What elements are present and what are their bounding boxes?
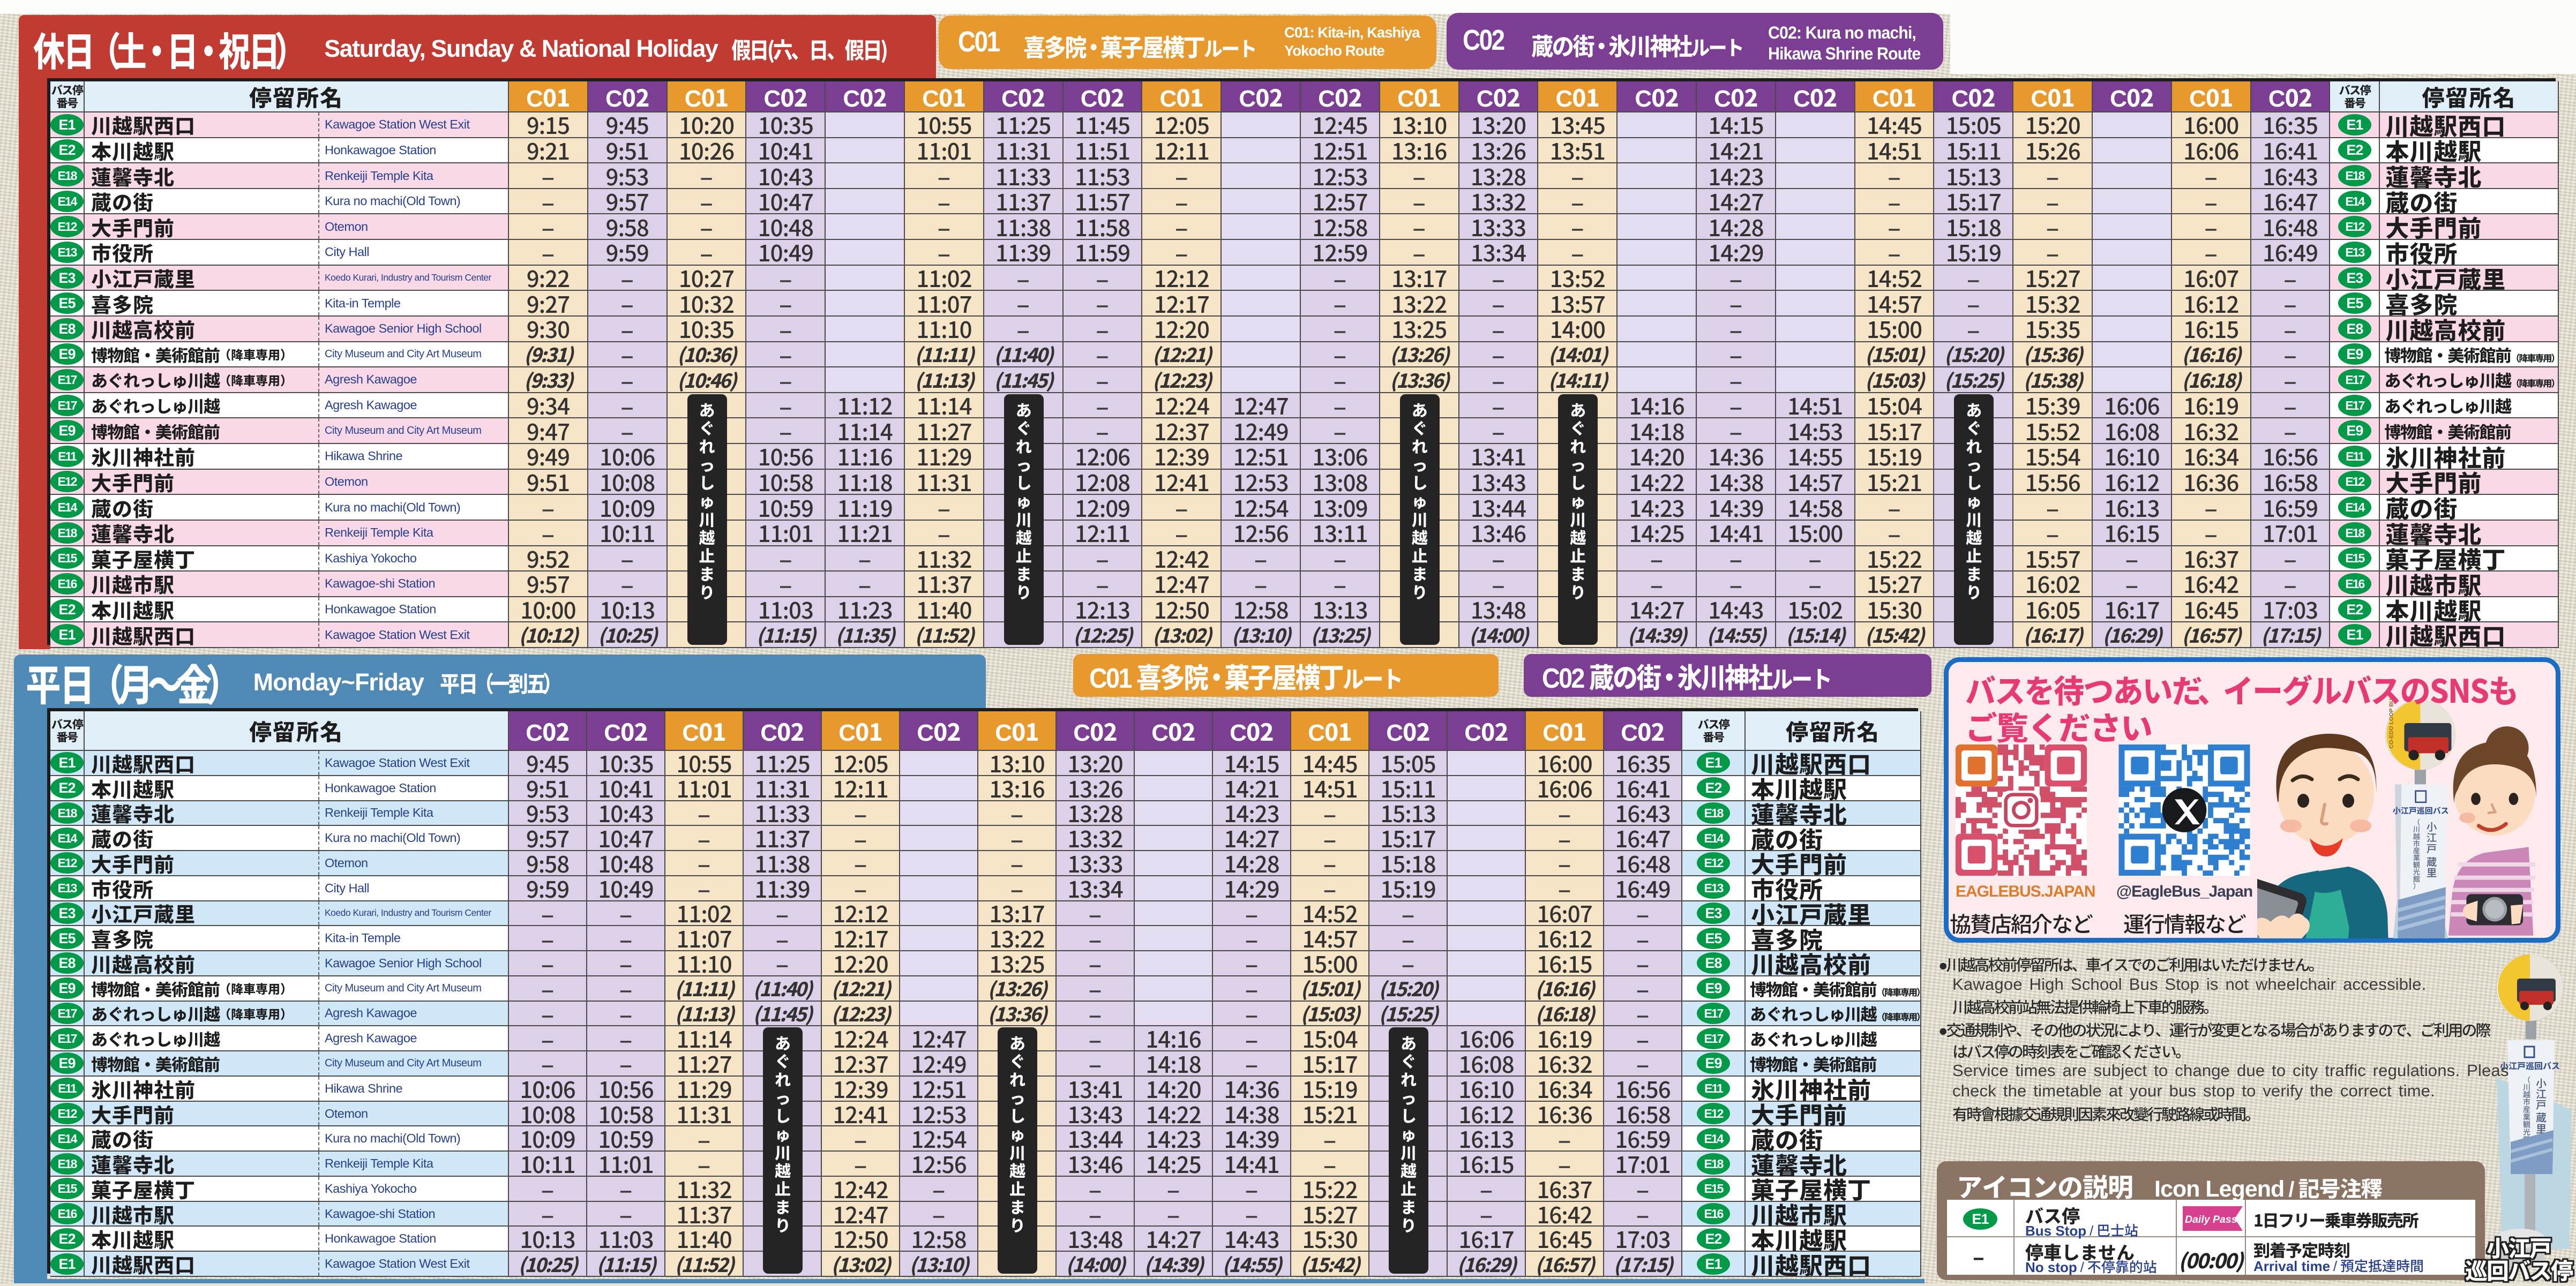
- svg-text:小江戸 蔵里: 小江戸 蔵里: [2424, 821, 2439, 878]
- svg-text:（川越市産業観光館）: （川越市産業観光館）: [2412, 818, 2422, 890]
- svg-text:小江戸巡回バス: 小江戸巡回バス: [2500, 1059, 2560, 1072]
- svg-text:小江戸 蔵里: 小江戸 蔵里: [2534, 1078, 2549, 1134]
- svg-text:小江戸巡回バス: 小江戸巡回バス: [2393, 805, 2449, 816]
- svg-text:Daily Pass: Daily Pass: [2185, 1214, 2237, 1225]
- svg-text:（川越市産業観光館）: （川越市産業観光館）: [2521, 1076, 2532, 1151]
- svg-text:CO-EDO LOOP BUS: CO-EDO LOOP BUS: [2388, 695, 2394, 749]
